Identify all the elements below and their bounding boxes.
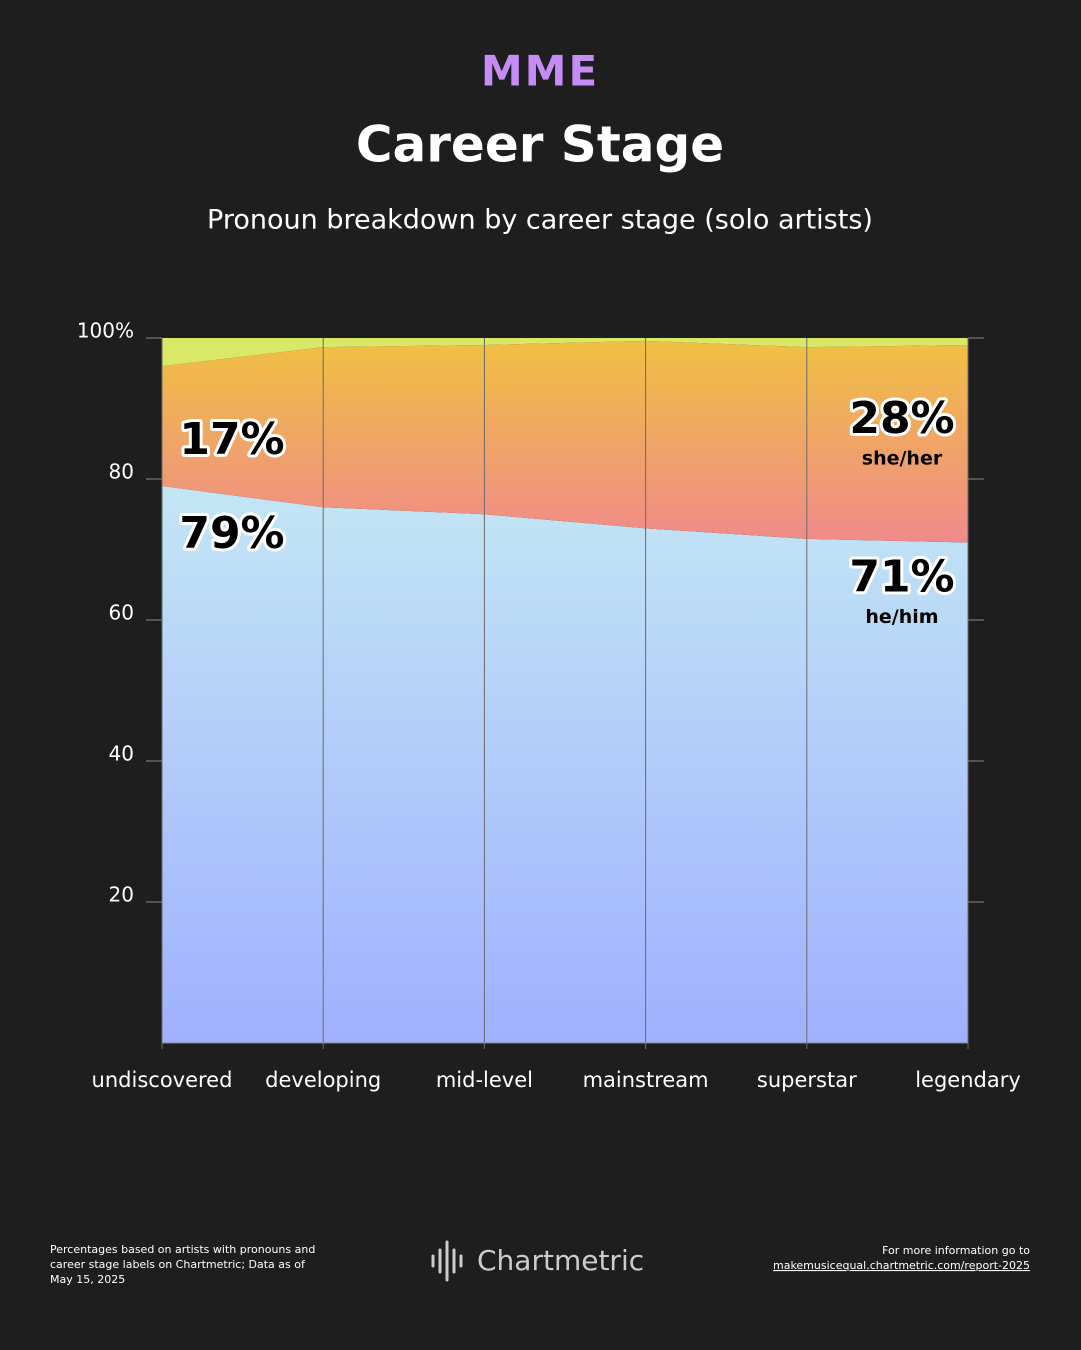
y-tick-label: 100% [77, 319, 134, 343]
value-label: 17% [179, 414, 284, 465]
chart-title: Career Stage [356, 116, 724, 174]
x-tick-label: undiscovered [92, 1068, 233, 1092]
value-label: 71% [849, 551, 954, 602]
y-tick-label: 40 [109, 742, 134, 766]
footer-note-box: Percentages based on artists with pronou… [50, 1243, 316, 1286]
series-label: he/him [865, 606, 938, 628]
value-label: 79% [179, 508, 284, 559]
y-tick-label: 60 [109, 601, 134, 625]
area [162, 338, 968, 367]
brand: Chartmetric [477, 1244, 644, 1277]
y-tick-label: 80 [109, 460, 134, 484]
footer-link[interactable]: makemusicequal.chartmetric.com/report-20… [773, 1259, 1030, 1272]
brand-icon [431, 1240, 463, 1282]
logo: MME [481, 47, 599, 96]
y-tick-label: 20 [109, 883, 134, 907]
x-tick-label: developing [265, 1068, 381, 1092]
area [162, 340, 968, 543]
x-tick-label: superstar [757, 1068, 857, 1092]
chart-subtitle: Pronoun breakdown by career stage (solo … [207, 205, 873, 236]
footer-note: Percentages based on artists with pronou… [50, 1243, 316, 1286]
plot: undiscovered developing mid-level mainstrea… [77, 319, 1021, 1093]
x-tick-label: legendary [915, 1068, 1021, 1092]
series-label: she/her [862, 448, 943, 470]
value-label: 28% [849, 393, 954, 444]
area [162, 486, 968, 1043]
footer-more: For more information go to [882, 1244, 1030, 1257]
x-tick-label: mainstream [583, 1068, 709, 1092]
x-tick-label: mid-level [436, 1068, 533, 1092]
